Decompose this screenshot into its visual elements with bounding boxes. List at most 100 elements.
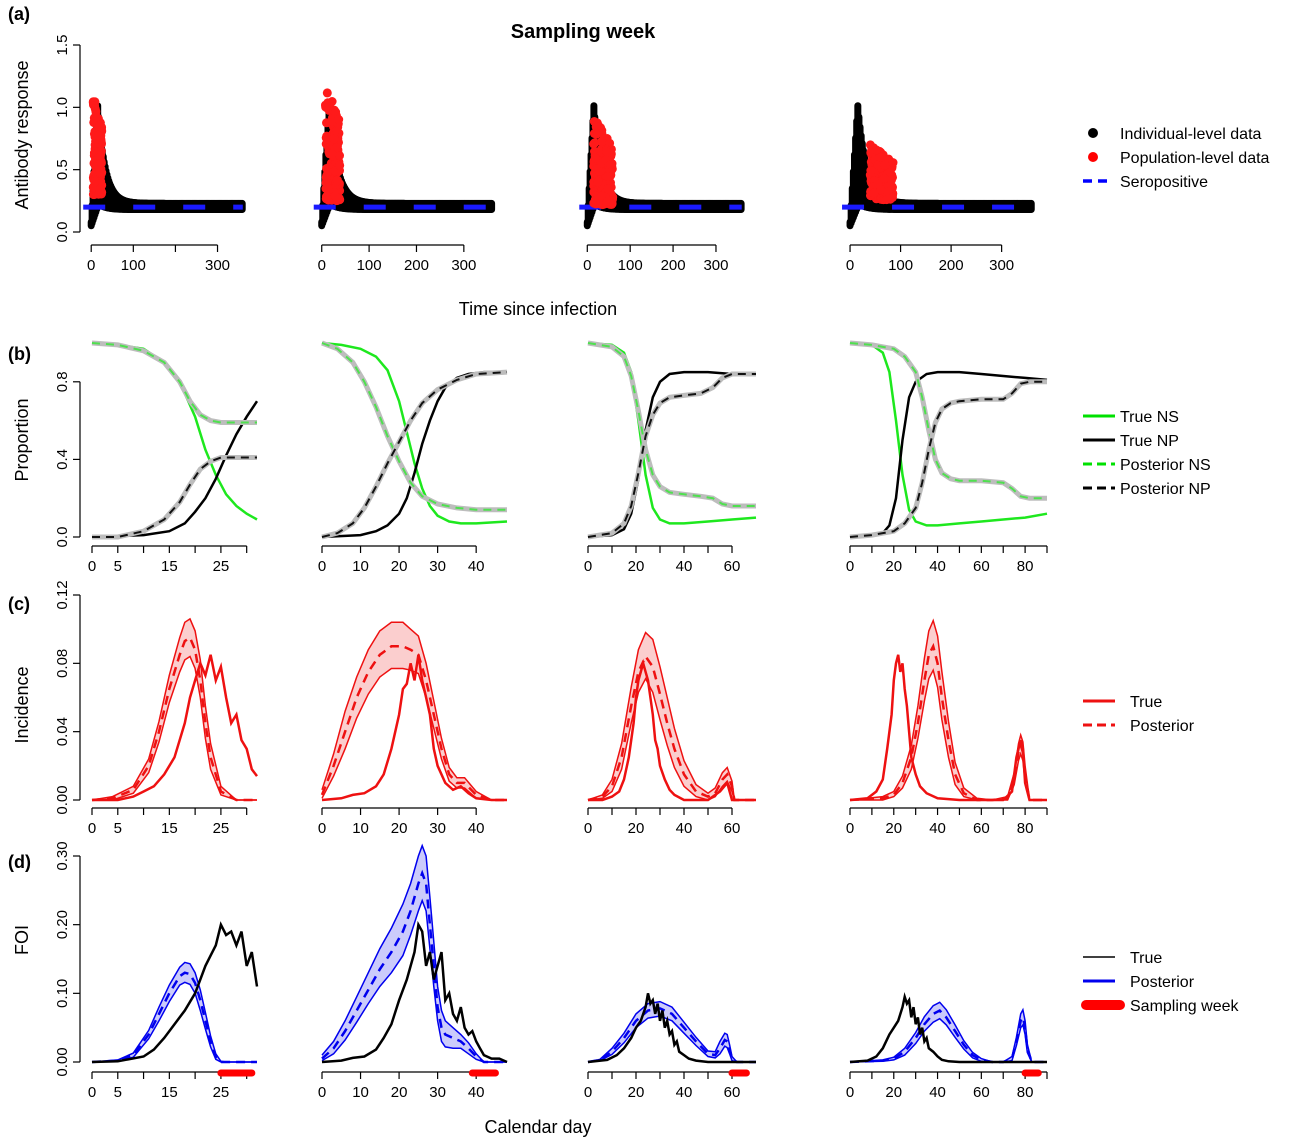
y-tick-label-a: 0.0 [54,222,71,243]
x-tick-label-a: 0 [87,257,95,274]
x-tick-label-c: 20 [628,820,645,837]
x-tick-label-b: 25 [213,558,230,575]
y-axis-label-antibody-response: Antibody response [12,60,32,209]
population-data-point [591,129,601,139]
population-data-point [91,107,101,117]
x-tick-label-a: 100 [357,257,382,274]
x-tick-label-a: 300 [451,257,476,274]
legend-label-true-np: True NP [1120,433,1179,450]
x-tick-label-d: 10 [352,1084,369,1101]
x-tick-label-d: 60 [724,1084,741,1101]
population-data-point [603,184,613,194]
y-tick-label-b: 0.4 [54,449,71,470]
population-data-point [597,137,607,147]
y-tick-label-b: 0.0 [54,527,71,548]
posterior-np-line [321,371,508,538]
true-np-line [849,370,1048,539]
legend-label-seropositive: Seropositive [1120,174,1208,191]
population-data-point [872,145,881,155]
x-tick-label-c: 5 [114,820,122,837]
population-data-point [323,194,333,204]
population-data-point [590,153,600,163]
x-tick-label-c: 60 [973,820,990,837]
x-tick-label-d: 20 [391,1084,408,1101]
x-tick-label-c: 40 [929,820,946,837]
x-tick-label-d: 40 [676,1084,693,1101]
population-data-point [591,164,601,174]
incidence-posterior-mean [587,654,756,802]
x-tick-label-d: 40 [468,1084,485,1101]
x-tick-label-d: 80 [1017,1084,1034,1101]
x-tick-label-d: 0 [584,1084,592,1101]
x-tick-label-c: 40 [676,820,693,837]
x-axis-label-time-since-infection: Time since infection [459,299,617,319]
x-tick-label-c: 10 [352,820,369,837]
x-tick-label-d: 40 [929,1084,946,1101]
true-ns-line [849,341,1048,527]
legend-label-foi-true: True [1130,950,1162,967]
posterior-ns-line [587,342,756,507]
y-tick-label-d: 0.00 [54,1047,71,1076]
x-tick-label-b: 40 [929,558,946,575]
posterior-ns-band-line [91,340,257,425]
x-tick-label-b: 5 [114,558,122,575]
population-data-point [603,171,613,181]
population-data-points-2 [589,117,618,210]
x-tick-label-d: 0 [88,1084,96,1101]
legend-incidence: True Posterior [1083,694,1195,735]
x-tick-label-b: 60 [973,558,990,575]
x-tick-label-c: 20 [885,820,902,837]
population-data-point [873,179,883,189]
legend-label-true-ns: True NS [1120,409,1179,426]
population-data-points-0 [88,97,107,200]
x-tick-label-d: 15 [161,1084,178,1101]
population-data-point [876,152,886,162]
y-tick-label-d: 0.10 [54,979,71,1008]
legend-marker-individual [1088,128,1098,138]
posterior-np-line [587,373,756,538]
incidence-posterior-mean [91,635,257,802]
population-data-point [602,147,612,157]
foi-posterior-upper [321,843,507,1063]
x-tick-label-d: 20 [885,1084,902,1101]
true-np-line [587,370,756,539]
x-tick-label-a: 300 [989,257,1014,274]
y-tick-label-c: 0.04 [54,717,71,746]
population-data-point [589,139,599,149]
posterior-ns-band-line [587,340,756,509]
x-tick-label-b: 0 [318,558,326,575]
x-tick-label-c: 20 [391,820,408,837]
y-axis-label-proportion: Proportion [12,398,32,481]
y-axis-label-incidence: Incidence [12,666,32,743]
population-data-point [865,140,875,150]
legend-label-posterior-ns: Posterior NS [1120,457,1211,474]
foi-true-line [321,920,508,1064]
foi-posterior-upper [91,961,257,1063]
x-tick-label-b: 0 [846,558,854,575]
x-tick-label-a: 200 [939,257,964,274]
population-data-point [334,115,344,124]
x-tick-label-a: 100 [618,257,643,274]
foi-posterior-lower [91,981,257,1063]
population-data-point [329,134,339,144]
x-tick-label-b: 20 [628,558,645,575]
legend-label-sampling-week: Sampling week [1130,998,1240,1015]
foi-true-line [849,991,1047,1064]
incidence-posterior-lower [850,668,1047,801]
x-tick-label-d: 25 [213,1084,230,1101]
x-tick-label-c: 30 [429,820,446,837]
x-tick-label-a: 100 [888,257,913,274]
x-tick-label-a: 200 [661,257,686,274]
x-tick-label-b: 80 [1017,558,1034,575]
x-tick-label-c: 0 [584,820,592,837]
population-data-point [873,160,883,170]
legend-label-incidence-true: True [1130,694,1162,711]
population-data-point [331,107,341,117]
population-data-point [597,191,606,201]
population-data-point [96,158,106,168]
x-tick-label-b: 40 [676,558,693,575]
x-tick-label-d: 20 [628,1084,645,1101]
foi-posterior-band [322,845,507,1062]
x-tick-label-b: 15 [161,558,178,575]
legend-label-individual: Individual-level data [1120,126,1262,143]
